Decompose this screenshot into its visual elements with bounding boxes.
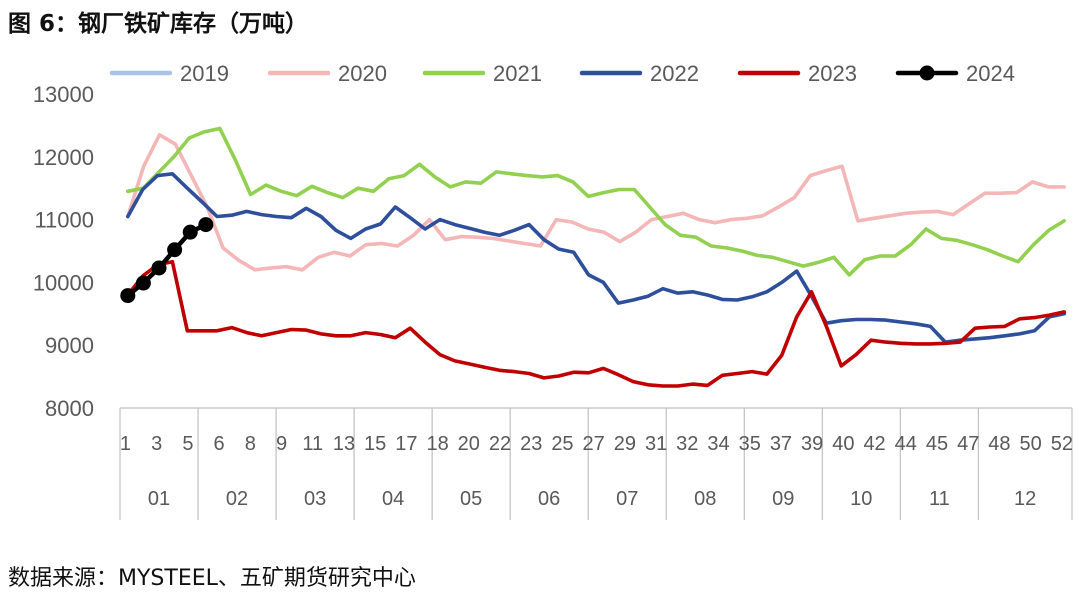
series-lines bbox=[120, 126, 1066, 388]
x-week-label: 50 bbox=[1020, 433, 1042, 455]
legend-label: 2021 bbox=[493, 61, 542, 86]
x-week-label: 44 bbox=[895, 433, 917, 455]
x-week-label: 13 bbox=[333, 433, 355, 455]
legend-marker-2024 bbox=[919, 65, 935, 81]
x-month-label: 08 bbox=[694, 488, 716, 510]
x-month-label: 07 bbox=[616, 488, 638, 510]
x-month-label: 09 bbox=[772, 488, 794, 510]
x-week-label: 5 bbox=[182, 433, 193, 455]
y-axis-tick-labels: 8000 9000 10000 11000 12000 13000 bbox=[33, 82, 94, 421]
x-month-label: 10 bbox=[850, 488, 872, 510]
x-week-label: 45 bbox=[926, 433, 948, 455]
x-week-label: 29 bbox=[614, 433, 636, 455]
point-2024 bbox=[198, 217, 214, 233]
x-month-label: 12 bbox=[1014, 488, 1036, 510]
x-month-label: 11 bbox=[929, 488, 950, 510]
x-month-label: 05 bbox=[460, 488, 482, 510]
x-week-label: 42 bbox=[863, 433, 885, 455]
legend: 2019 2020 2021 2022 2023 2024 bbox=[109, 61, 1015, 86]
y-tick-label: 11000 bbox=[34, 208, 94, 233]
x-month-label: 04 bbox=[382, 488, 404, 510]
x-week-label: 32 bbox=[676, 433, 698, 455]
x-month-label: 06 bbox=[538, 488, 560, 510]
x-week-label: 25 bbox=[551, 433, 573, 455]
x-week-label: 15 bbox=[364, 433, 386, 455]
x-week-label: 1 bbox=[120, 433, 131, 455]
x-month-label: 02 bbox=[226, 488, 248, 510]
y-tick-label: 10000 bbox=[33, 270, 94, 295]
x-week-label: 34 bbox=[707, 433, 729, 455]
point-2024 bbox=[167, 242, 183, 258]
axis-lines bbox=[119, 407, 1073, 520]
legend-label: 2020 bbox=[338, 61, 387, 86]
y-tick-label: 9000 bbox=[45, 333, 94, 358]
legend-label: 2019 bbox=[180, 61, 229, 86]
series-line-2022 bbox=[126, 172, 1066, 344]
x-month-label: 01 bbox=[148, 488, 170, 510]
x-month-label: 03 bbox=[304, 488, 326, 510]
point-2024 bbox=[151, 260, 167, 276]
point-2024 bbox=[135, 275, 151, 291]
x-week-label: 9 bbox=[276, 433, 287, 455]
y-tick-label: 13000 bbox=[33, 82, 94, 107]
series-line-2020 bbox=[126, 133, 1066, 272]
x-week-label: 17 bbox=[395, 433, 417, 455]
x-week-label: 18 bbox=[426, 433, 448, 455]
x-week-label: 47 bbox=[957, 433, 979, 455]
x-week-label: 6 bbox=[214, 433, 225, 455]
series-line-2023 bbox=[126, 259, 1066, 388]
x-week-label: 40 bbox=[832, 433, 854, 455]
figure-title: 图 6：钢厂铁矿库存（万吨） bbox=[8, 11, 309, 37]
x-week-label: 52 bbox=[1051, 433, 1073, 455]
x-week-label: 31 bbox=[645, 433, 667, 455]
x-week-label: 22 bbox=[489, 433, 511, 455]
x-week-label: 23 bbox=[520, 433, 542, 455]
legend-label: 2022 bbox=[650, 61, 699, 86]
x-week-label: 37 bbox=[770, 433, 792, 455]
data-source-note: 数据来源：MYSTEEL、五矿期货研究中心 bbox=[8, 566, 416, 591]
point-2024 bbox=[120, 288, 136, 304]
x-week-label: 27 bbox=[583, 433, 605, 455]
x-week-label: 11 bbox=[302, 433, 323, 455]
x-week-label: 20 bbox=[458, 433, 480, 455]
y-tick-label: 12000 bbox=[33, 145, 94, 170]
x-week-label: 48 bbox=[988, 433, 1010, 455]
x-axis-tick-labels: 1 3 5 6 8 9 11 13 15 17 18 20 22 23 25 27 29 31 32 34 35 37 39… bbox=[120, 433, 1073, 510]
x-week-label: 35 bbox=[739, 433, 761, 455]
legend-label: 2023 bbox=[808, 61, 857, 86]
x-week-label: 8 bbox=[245, 433, 256, 455]
point-2024 bbox=[182, 224, 198, 240]
y-tick-label: 8000 bbox=[45, 396, 94, 421]
x-week-label: 39 bbox=[801, 433, 823, 455]
series-line-2021 bbox=[126, 126, 1066, 277]
x-week-label: 3 bbox=[151, 433, 162, 455]
legend-label: 2024 bbox=[966, 61, 1015, 86]
